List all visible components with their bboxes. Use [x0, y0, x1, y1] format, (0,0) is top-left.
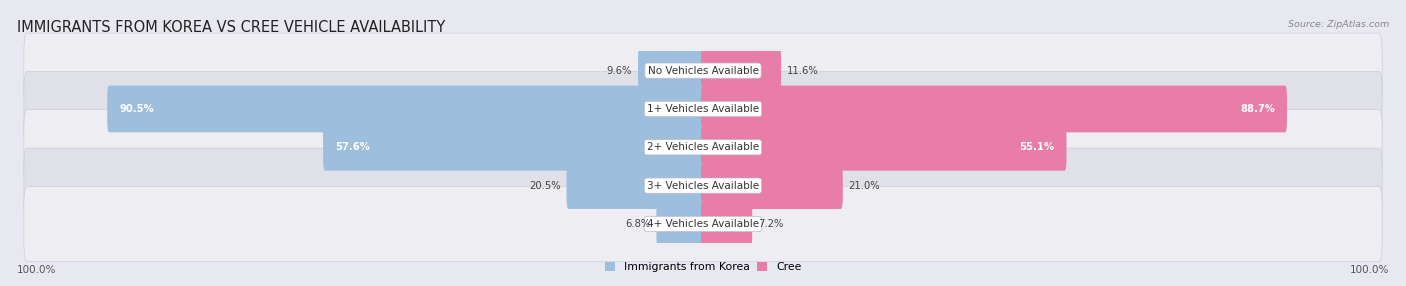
FancyBboxPatch shape [323, 124, 704, 171]
Text: 90.5%: 90.5% [120, 104, 153, 114]
FancyBboxPatch shape [567, 162, 704, 209]
FancyBboxPatch shape [24, 186, 1382, 261]
Text: Source: ZipAtlas.com: Source: ZipAtlas.com [1288, 20, 1389, 29]
FancyBboxPatch shape [24, 72, 1382, 146]
Text: 55.1%: 55.1% [1019, 142, 1054, 152]
Text: 1+ Vehicles Available: 1+ Vehicles Available [647, 104, 759, 114]
Text: No Vehicles Available: No Vehicles Available [648, 66, 758, 76]
FancyBboxPatch shape [702, 86, 1286, 132]
Text: 6.8%: 6.8% [626, 219, 651, 229]
Text: 57.6%: 57.6% [335, 142, 370, 152]
FancyBboxPatch shape [702, 200, 752, 247]
Text: IMMIGRANTS FROM KOREA VS CREE VEHICLE AVAILABILITY: IMMIGRANTS FROM KOREA VS CREE VEHICLE AV… [17, 20, 446, 35]
Text: 88.7%: 88.7% [1240, 104, 1275, 114]
FancyBboxPatch shape [24, 33, 1382, 108]
Text: 100.0%: 100.0% [17, 265, 56, 275]
Legend: Immigrants from Korea, Cree: Immigrants from Korea, Cree [605, 262, 801, 272]
FancyBboxPatch shape [657, 200, 704, 247]
FancyBboxPatch shape [702, 124, 1067, 171]
Text: 9.6%: 9.6% [607, 66, 633, 76]
Text: 3+ Vehicles Available: 3+ Vehicles Available [647, 181, 759, 190]
Text: 2+ Vehicles Available: 2+ Vehicles Available [647, 142, 759, 152]
FancyBboxPatch shape [638, 47, 704, 94]
Text: 11.6%: 11.6% [787, 66, 818, 76]
Text: 100.0%: 100.0% [1350, 265, 1389, 275]
FancyBboxPatch shape [24, 148, 1382, 223]
FancyBboxPatch shape [24, 110, 1382, 185]
Text: 7.2%: 7.2% [758, 219, 783, 229]
FancyBboxPatch shape [107, 86, 704, 132]
Text: 20.5%: 20.5% [529, 181, 561, 190]
Text: 4+ Vehicles Available: 4+ Vehicles Available [647, 219, 759, 229]
FancyBboxPatch shape [702, 47, 782, 94]
FancyBboxPatch shape [702, 162, 842, 209]
Text: 21.0%: 21.0% [849, 181, 880, 190]
